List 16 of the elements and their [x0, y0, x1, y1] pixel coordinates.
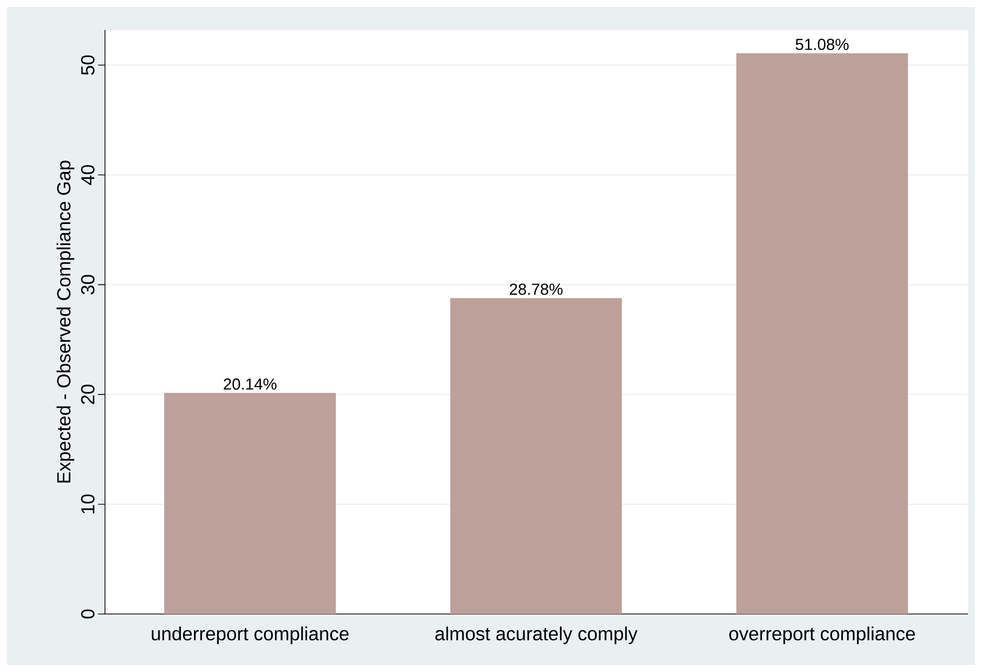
y-tick-label: 40	[81, 165, 94, 185]
y-tick-label: 50	[81, 55, 94, 75]
x-tick-label: underreport compliance	[152, 626, 349, 644]
y-tick-label: 0	[81, 609, 94, 619]
data-label: 51.08%	[796, 38, 849, 50]
y-axis-title: Expected - Observed Compliance Gap	[56, 160, 74, 482]
y-tick-label: 10	[81, 494, 94, 514]
data-label: 20.14%	[224, 378, 276, 390]
bar	[164, 392, 336, 614]
bar	[736, 53, 908, 614]
bar	[450, 298, 622, 614]
y-tick-label: 30	[81, 274, 94, 294]
y-tick-label: 20	[81, 384, 94, 404]
x-tick-label: overreport compliance	[729, 626, 915, 644]
data-label: 28.78%	[510, 284, 563, 295]
x-tick-label: almost acurately comply	[435, 626, 638, 644]
